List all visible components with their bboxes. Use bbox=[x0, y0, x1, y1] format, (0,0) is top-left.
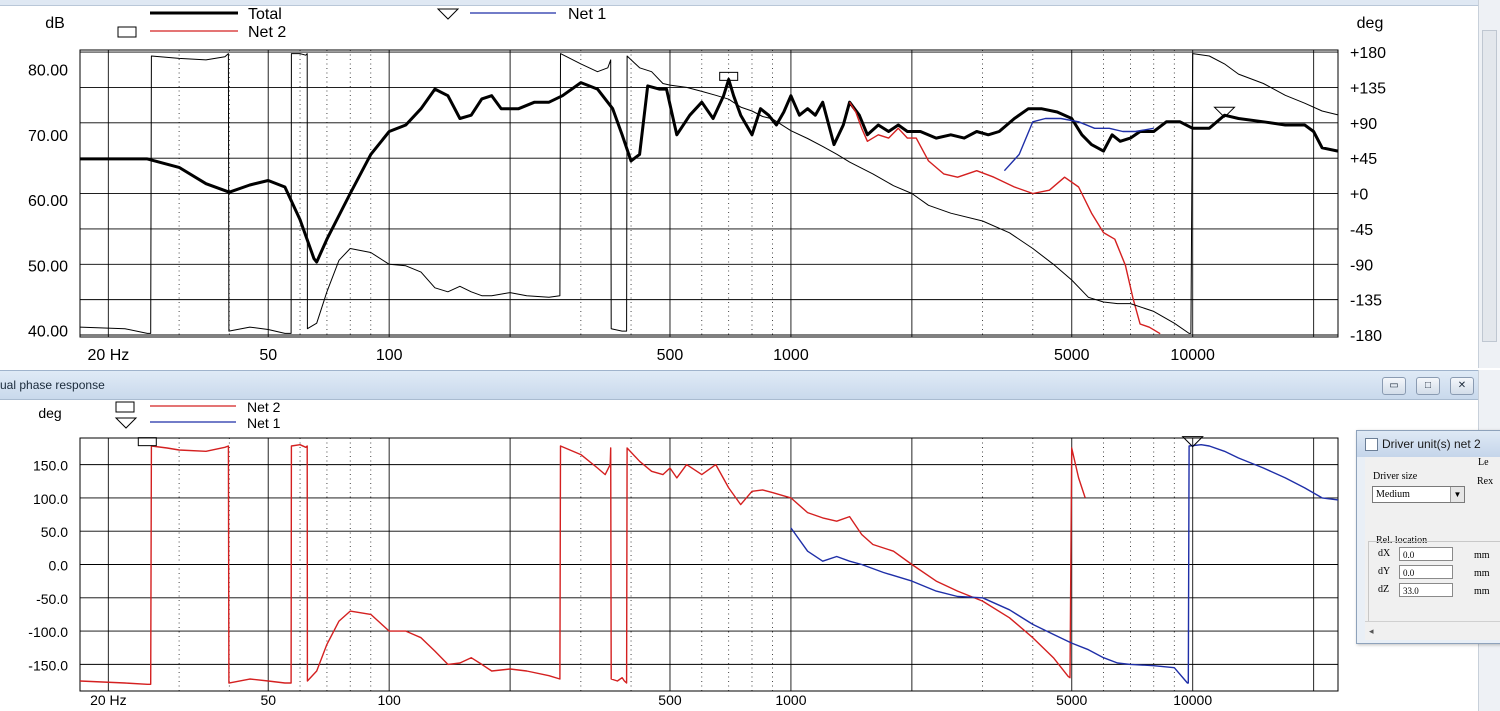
y2-tick-label: +180 bbox=[1350, 45, 1386, 62]
x-tick-label: 1000 bbox=[775, 692, 806, 708]
x-tick-label: 20 Hz bbox=[87, 347, 129, 364]
x-tick-label: 500 bbox=[658, 692, 682, 708]
legend-square-icon bbox=[115, 401, 135, 413]
driver-size-select[interactable]: Medium ▼ bbox=[1372, 486, 1465, 503]
x-tick-label: 20 Hz bbox=[90, 692, 127, 708]
plot-area-1 bbox=[79, 436, 1339, 692]
phase-window-title: ual phase response bbox=[0, 378, 105, 392]
y-tick-label: 150.0 bbox=[33, 458, 68, 474]
dialog-titlebar[interactable]: Driver unit(s) net 2 bbox=[1357, 431, 1500, 457]
driver-unit-dialog: Driver unit(s) net 2 Driver size Le Rex … bbox=[1356, 430, 1500, 644]
legend-label: Total bbox=[248, 6, 282, 23]
le-column-label: Le bbox=[1478, 457, 1489, 468]
legend-label: Net 2 bbox=[248, 24, 286, 41]
y-tick-label: 0.0 bbox=[49, 558, 69, 574]
dialog-body: Driver size Le Rex Medium ▼ Rel. locatio… bbox=[1365, 457, 1500, 623]
y-tick-label: 40.00 bbox=[28, 323, 68, 340]
x-tick-label: 10000 bbox=[1173, 692, 1212, 708]
y-axis-label: deg bbox=[38, 405, 61, 421]
y2-tick-label: +135 bbox=[1350, 80, 1386, 97]
y2-tick-label: -45 bbox=[1350, 222, 1373, 239]
y2-tick-label: +0 bbox=[1350, 187, 1368, 204]
y2-tick-label: +45 bbox=[1350, 151, 1377, 168]
marker-square bbox=[137, 437, 157, 447]
y-tick-label: -150.0 bbox=[28, 657, 68, 673]
legend-label: Net 1 bbox=[247, 415, 281, 431]
marker-square bbox=[719, 71, 739, 81]
x-tick-label: 5000 bbox=[1054, 347, 1090, 364]
driver-size-value: Medium bbox=[1376, 489, 1410, 500]
y2-tick-label: -135 bbox=[1350, 293, 1382, 310]
legend-triangle-icon bbox=[114, 417, 138, 429]
maximize-button[interactable]: □ bbox=[1416, 377, 1440, 395]
legend-triangle-icon bbox=[436, 8, 460, 20]
series-line-net-1 bbox=[790, 444, 1339, 684]
dy-label: dY bbox=[1378, 566, 1391, 577]
close-button[interactable]: ✕ bbox=[1450, 377, 1474, 395]
series-line-net-2-spl- bbox=[849, 101, 1161, 335]
dialog-title: Driver unit(s) net 2 bbox=[1382, 437, 1481, 451]
y-axis-label: dB bbox=[45, 15, 65, 32]
series-line-total bbox=[80, 77, 1339, 264]
rex-column-label: Rex bbox=[1477, 476, 1494, 487]
legend-label: Net 1 bbox=[568, 6, 606, 23]
y2-tick-label: -90 bbox=[1350, 257, 1373, 274]
marker-triangle bbox=[1181, 436, 1204, 448]
legend-square-icon bbox=[117, 26, 137, 38]
series-line-total-phase- bbox=[79, 53, 1339, 334]
y-tick-label: -50.0 bbox=[36, 591, 68, 607]
y-tick-label: 100.0 bbox=[33, 491, 68, 507]
x-tick-label: 50 bbox=[260, 692, 276, 708]
dx-label: dX bbox=[1378, 548, 1391, 559]
phase-window-titlebar[interactable] bbox=[0, 370, 1478, 400]
y-tick-label: 80.00 bbox=[28, 63, 68, 80]
y2-axis-label: deg bbox=[1357, 15, 1384, 32]
window-icon bbox=[1365, 438, 1378, 451]
dy-unit: mm bbox=[1474, 568, 1490, 579]
dy-field[interactable]: 0.0 bbox=[1399, 565, 1453, 579]
series-line-net-1-spl- bbox=[1003, 117, 1154, 172]
dx-field[interactable]: 0.0 bbox=[1399, 547, 1453, 561]
y-tick-label: 60.00 bbox=[28, 193, 68, 210]
y-tick-label: -100.0 bbox=[28, 624, 68, 640]
dialog-horizontal-scrollbar[interactable]: ◂ bbox=[1365, 621, 1500, 640]
marker-triangle bbox=[1213, 106, 1236, 118]
dx-unit: mm bbox=[1474, 550, 1490, 561]
top-window-frame bbox=[0, 0, 1480, 6]
y-tick-label: 50.00 bbox=[28, 258, 68, 275]
x-tick-label: 500 bbox=[657, 347, 684, 364]
y2-tick-label: +90 bbox=[1350, 116, 1377, 133]
x-tick-label: 100 bbox=[377, 692, 401, 708]
x-tick-label: 10000 bbox=[1170, 347, 1215, 364]
top-scrollbar-thumb[interactable] bbox=[1482, 30, 1497, 342]
y-tick-label: 50.0 bbox=[41, 524, 68, 540]
x-tick-label: 1000 bbox=[773, 347, 809, 364]
chevron-down-icon[interactable]: ▼ bbox=[1450, 487, 1464, 502]
x-tick-label: 5000 bbox=[1056, 692, 1087, 708]
plot-area-0 bbox=[79, 49, 1339, 338]
driver-size-label: Driver size bbox=[1373, 471, 1418, 482]
y-tick-label: 70.00 bbox=[28, 128, 68, 145]
x-tick-label: 50 bbox=[259, 347, 277, 364]
x-tick-label: 100 bbox=[376, 347, 403, 364]
scroll-left-icon[interactable]: ◂ bbox=[1369, 626, 1374, 636]
dz-field[interactable]: 33.0 bbox=[1399, 583, 1453, 597]
series-line-net-2 bbox=[79, 444, 1086, 685]
dz-unit: mm bbox=[1474, 586, 1490, 597]
dz-label: dZ bbox=[1378, 584, 1390, 595]
legend-label: Net 2 bbox=[247, 399, 281, 415]
minimize-button[interactable]: ▭ bbox=[1382, 377, 1406, 395]
rel-location-label: Rel. location bbox=[1375, 535, 1429, 546]
y2-tick-label: -180 bbox=[1350, 328, 1382, 345]
